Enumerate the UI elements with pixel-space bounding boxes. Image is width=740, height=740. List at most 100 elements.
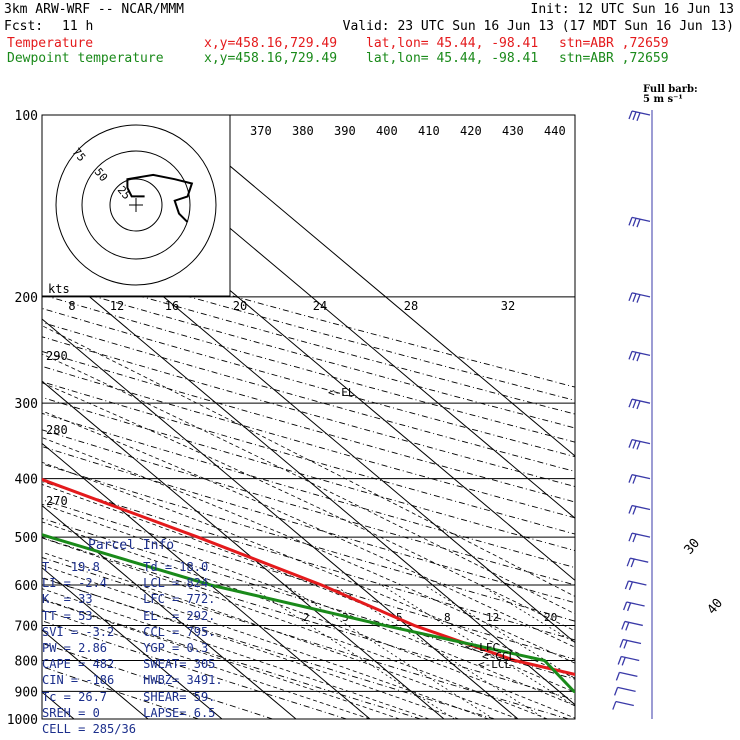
parcel-row: K = 33 LFC = 772. xyxy=(42,592,216,607)
level-marker-lcl: <-LCL xyxy=(478,658,511,671)
wind-barb-flag xyxy=(626,557,631,567)
wind-barb xyxy=(624,620,643,627)
dry-adiabat xyxy=(42,322,575,472)
barb-legend-line1: Full barb: xyxy=(643,84,698,95)
mixing-ratio-label: 12 xyxy=(486,611,499,624)
barb-legend-line2: 5 m s⁻¹ xyxy=(643,94,683,105)
dewpoint-xy: x,y=458.16,729.49 xyxy=(204,51,338,66)
dry-adiabat xyxy=(42,557,569,719)
dry-adiabat xyxy=(42,429,575,586)
hodograph-kts-tick: 24 xyxy=(313,299,327,313)
wind-barb-flag xyxy=(621,621,626,630)
parcel-row: PW = 2.86 YGP = 0.3 xyxy=(42,641,209,655)
pressure-label-200: 200 xyxy=(15,291,38,306)
forecast-hour: 11 h xyxy=(62,19,94,34)
dry-adiabat xyxy=(42,267,575,415)
wind-barb-flag xyxy=(632,218,637,227)
wind-barb xyxy=(619,671,638,678)
wind-barb-flag xyxy=(622,601,628,611)
parcel-cell: CELL = 285/36 xyxy=(42,722,136,736)
pressure-label-600: 600 xyxy=(15,579,38,594)
init-time: Init: 12 UTC Sun 16 Jun 13 xyxy=(530,2,735,17)
moist-adiabat xyxy=(42,382,575,632)
wind-barb-flag xyxy=(636,400,641,410)
level-marker-lfc: <-LFC xyxy=(466,641,499,654)
temperature-latlon: lat,lon= 45.44, -98.41 xyxy=(366,36,539,51)
parcel-row: LI = -2.4 LCL = 824. xyxy=(42,576,216,591)
theta-label: 440 xyxy=(544,124,566,138)
wind-barb xyxy=(615,700,634,707)
forecast-label: Fcst: xyxy=(4,19,44,34)
dry-adiabat xyxy=(42,446,575,604)
level-marker-el: <-EL xyxy=(328,386,355,399)
moist-adiabat xyxy=(42,576,459,719)
hodograph-trace xyxy=(126,173,194,223)
wind-barb xyxy=(631,474,651,480)
parcel-row: CIN = -186 HWBZ= 3491. xyxy=(42,673,223,688)
model-title: 3km ARW-WRF -- NCAR/MMM xyxy=(4,2,185,17)
hodograph-ring xyxy=(55,124,217,286)
wind-barb-flag xyxy=(628,532,633,542)
hodograph-ring xyxy=(109,178,163,232)
dry-adiabat xyxy=(42,517,575,680)
moist-adiabat xyxy=(42,410,575,648)
isotherm xyxy=(42,442,371,719)
mixing-ratio-label: 8 xyxy=(444,611,451,624)
wind-barb-flag xyxy=(636,112,641,122)
parcel-row: Tc = 26.7 SHEAR= 59. xyxy=(42,689,216,704)
pressure-label-400: 400 xyxy=(15,473,38,488)
parcel-info-title: Parcel Info xyxy=(88,538,175,553)
wind-barb-flag xyxy=(636,441,641,450)
wind-barb xyxy=(631,292,651,298)
parcel-row: T 19.8 Td = 18.0 xyxy=(42,560,209,574)
wind-barb-flag xyxy=(613,687,619,696)
temperature-station: stn=ABR ,72659 xyxy=(559,36,669,51)
wind-barb-flag xyxy=(628,351,633,360)
theta-label: 400 xyxy=(376,124,398,138)
dry-adiabat xyxy=(42,336,575,488)
moist-adiabat xyxy=(42,521,575,719)
dry-adiabat xyxy=(42,412,575,569)
wind-barb-flag xyxy=(628,581,634,591)
wind-barb xyxy=(631,216,651,222)
theta-label: 390 xyxy=(334,124,356,138)
moist-adiabat xyxy=(42,551,519,719)
wind-barb-flag xyxy=(636,352,641,362)
wind-barb xyxy=(626,601,645,607)
wind-barb xyxy=(631,398,651,404)
wind-barb-flag xyxy=(632,475,637,484)
wind-barb-flag xyxy=(636,218,641,228)
hodograph-ring xyxy=(81,150,191,260)
mixing-ratio-line xyxy=(381,584,575,707)
dry-adiabat xyxy=(42,537,575,701)
level-marker-ccl: <-CCL xyxy=(482,650,515,663)
dry-adiabat-label: 270 xyxy=(46,494,68,508)
wind-barb xyxy=(621,655,640,662)
mixing-ratio-line xyxy=(479,584,575,644)
wind-barb-flag xyxy=(625,622,630,631)
wind-barb-flag xyxy=(628,217,633,226)
mixing-ratio-label: 20 xyxy=(544,611,557,624)
moist-adiabat xyxy=(42,353,575,615)
wind-barb-flag xyxy=(612,701,617,710)
isotherm xyxy=(168,115,575,457)
moist-adiabat xyxy=(42,437,575,664)
isotherm-label: 40 xyxy=(705,596,727,618)
wind-barb xyxy=(631,438,651,445)
theta-label: 420 xyxy=(460,124,482,138)
theta-label: 430 xyxy=(502,124,524,138)
dewpoint-trace xyxy=(42,533,575,694)
dry-adiabat-label: 280 xyxy=(46,423,68,437)
dewpoint-latlon: lat,lon= 45.44, -98.41 xyxy=(366,51,539,66)
isotherm-label: 30 xyxy=(682,536,704,558)
dry-adiabat xyxy=(42,350,575,503)
wind-barb-flag xyxy=(628,505,633,514)
wind-barb-flag xyxy=(636,294,641,303)
plot-frame xyxy=(41,114,576,720)
hodograph-kts-tick: 12 xyxy=(110,299,124,313)
wind-barb xyxy=(631,532,651,538)
wind-barb-flag xyxy=(632,506,637,515)
dry-adiabat xyxy=(42,598,421,719)
moist-adiabat xyxy=(42,325,575,597)
isotherm xyxy=(42,256,575,706)
